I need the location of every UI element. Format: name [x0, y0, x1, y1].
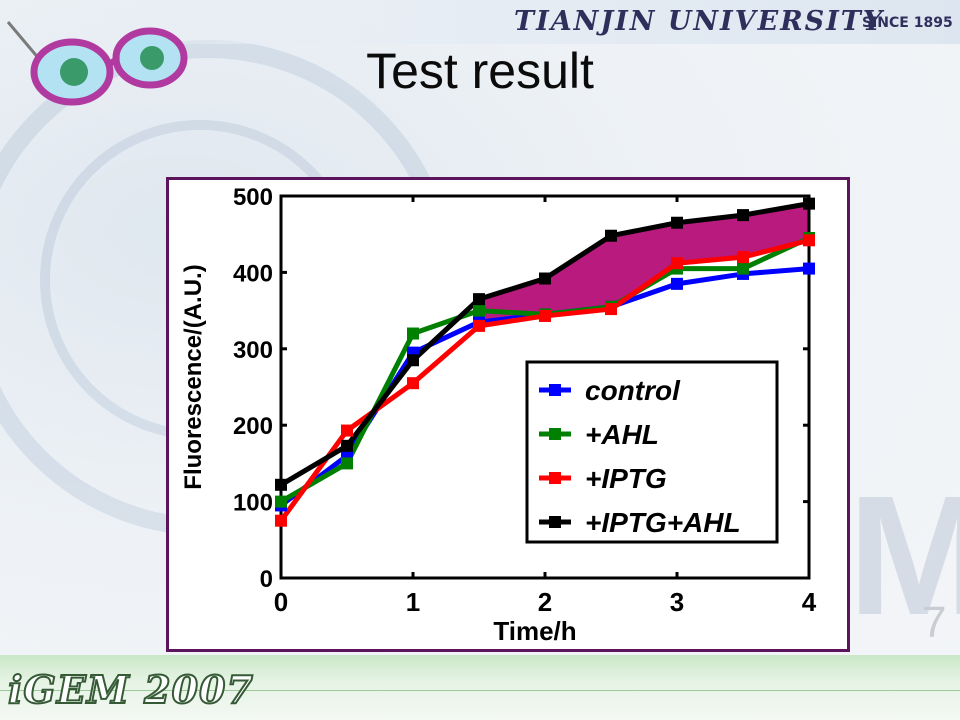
page-number: 7 — [922, 598, 947, 647]
x-tick-label: 0 — [274, 587, 288, 617]
data-point-marker — [737, 209, 749, 222]
y-tick-label: 300 — [233, 337, 273, 364]
legend-entry-label: +IPTG+AHL — [585, 507, 741, 538]
x-tick-label: 4 — [802, 587, 817, 617]
data-point-marker — [473, 304, 485, 317]
legend-swatch-marker — [549, 384, 561, 396]
x-axis-label: Time/h — [493, 616, 576, 646]
data-point-marker — [275, 495, 287, 508]
y-tick-label: 200 — [233, 413, 273, 440]
data-point-marker — [341, 424, 353, 437]
igem-2007-logo: iGEM 2007 — [7, 666, 254, 713]
footer-band — [0, 655, 960, 720]
y-tick-label: 400 — [233, 260, 273, 287]
data-point-marker — [341, 439, 353, 452]
data-point-marker — [407, 354, 419, 367]
data-point-marker — [275, 514, 287, 527]
legend-entry-label: control — [585, 375, 681, 406]
data-point-marker — [803, 262, 815, 275]
university-since: SINCE 1895 — [862, 15, 953, 31]
data-point-marker — [671, 277, 683, 290]
data-point-marker — [407, 377, 419, 390]
y-tick-label: 0 — [260, 566, 273, 593]
fluorescence-chart: 0 1 2 3 4 0 100 200 300 400 500 Time/h Fluorescence/… — [180, 184, 817, 646]
legend-swatch-marker — [549, 472, 561, 484]
data-point-marker — [803, 234, 815, 247]
igem-glasses-logo — [6, 21, 188, 106]
data-point-marker — [341, 457, 353, 470]
legend-entry-label: +IPTG — [585, 463, 667, 494]
data-point-marker — [539, 309, 551, 322]
shaded-difference-region — [479, 203, 809, 326]
slide-title: Test result — [366, 43, 594, 99]
y-tick-label: 500 — [233, 184, 273, 211]
x-tick-label: 1 — [406, 587, 420, 617]
data-point-marker — [737, 251, 749, 264]
data-point-marker — [671, 257, 683, 270]
background-letter-watermark: M — [848, 461, 960, 651]
data-point-marker — [473, 319, 485, 332]
data-point-marker — [275, 478, 287, 491]
legend-swatch-marker — [549, 428, 561, 440]
data-point-marker — [737, 262, 749, 275]
chart-frame: 0 1 2 3 4 0 100 200 300 400 500 Time/h Fluorescence/… — [166, 177, 850, 652]
x-tick-label: 2 — [538, 587, 552, 617]
data-point-marker — [407, 327, 419, 340]
data-point-marker — [605, 303, 617, 316]
x-tick-label: 3 — [670, 587, 684, 617]
y-tick-label: 100 — [233, 490, 273, 517]
legend-swatch-marker — [549, 516, 561, 528]
data-point-marker — [473, 293, 485, 306]
y-axis-label: Fluorescence/(A.U.) — [180, 264, 207, 489]
legend-entry-label: +AHL — [585, 419, 659, 450]
data-point-marker — [803, 197, 815, 210]
data-point-marker — [671, 216, 683, 229]
data-point-marker — [605, 229, 617, 242]
footer-divider — [0, 690, 960, 691]
data-point-marker — [539, 272, 551, 285]
university-name: TIANJIN UNIVERSITY — [514, 6, 885, 37]
